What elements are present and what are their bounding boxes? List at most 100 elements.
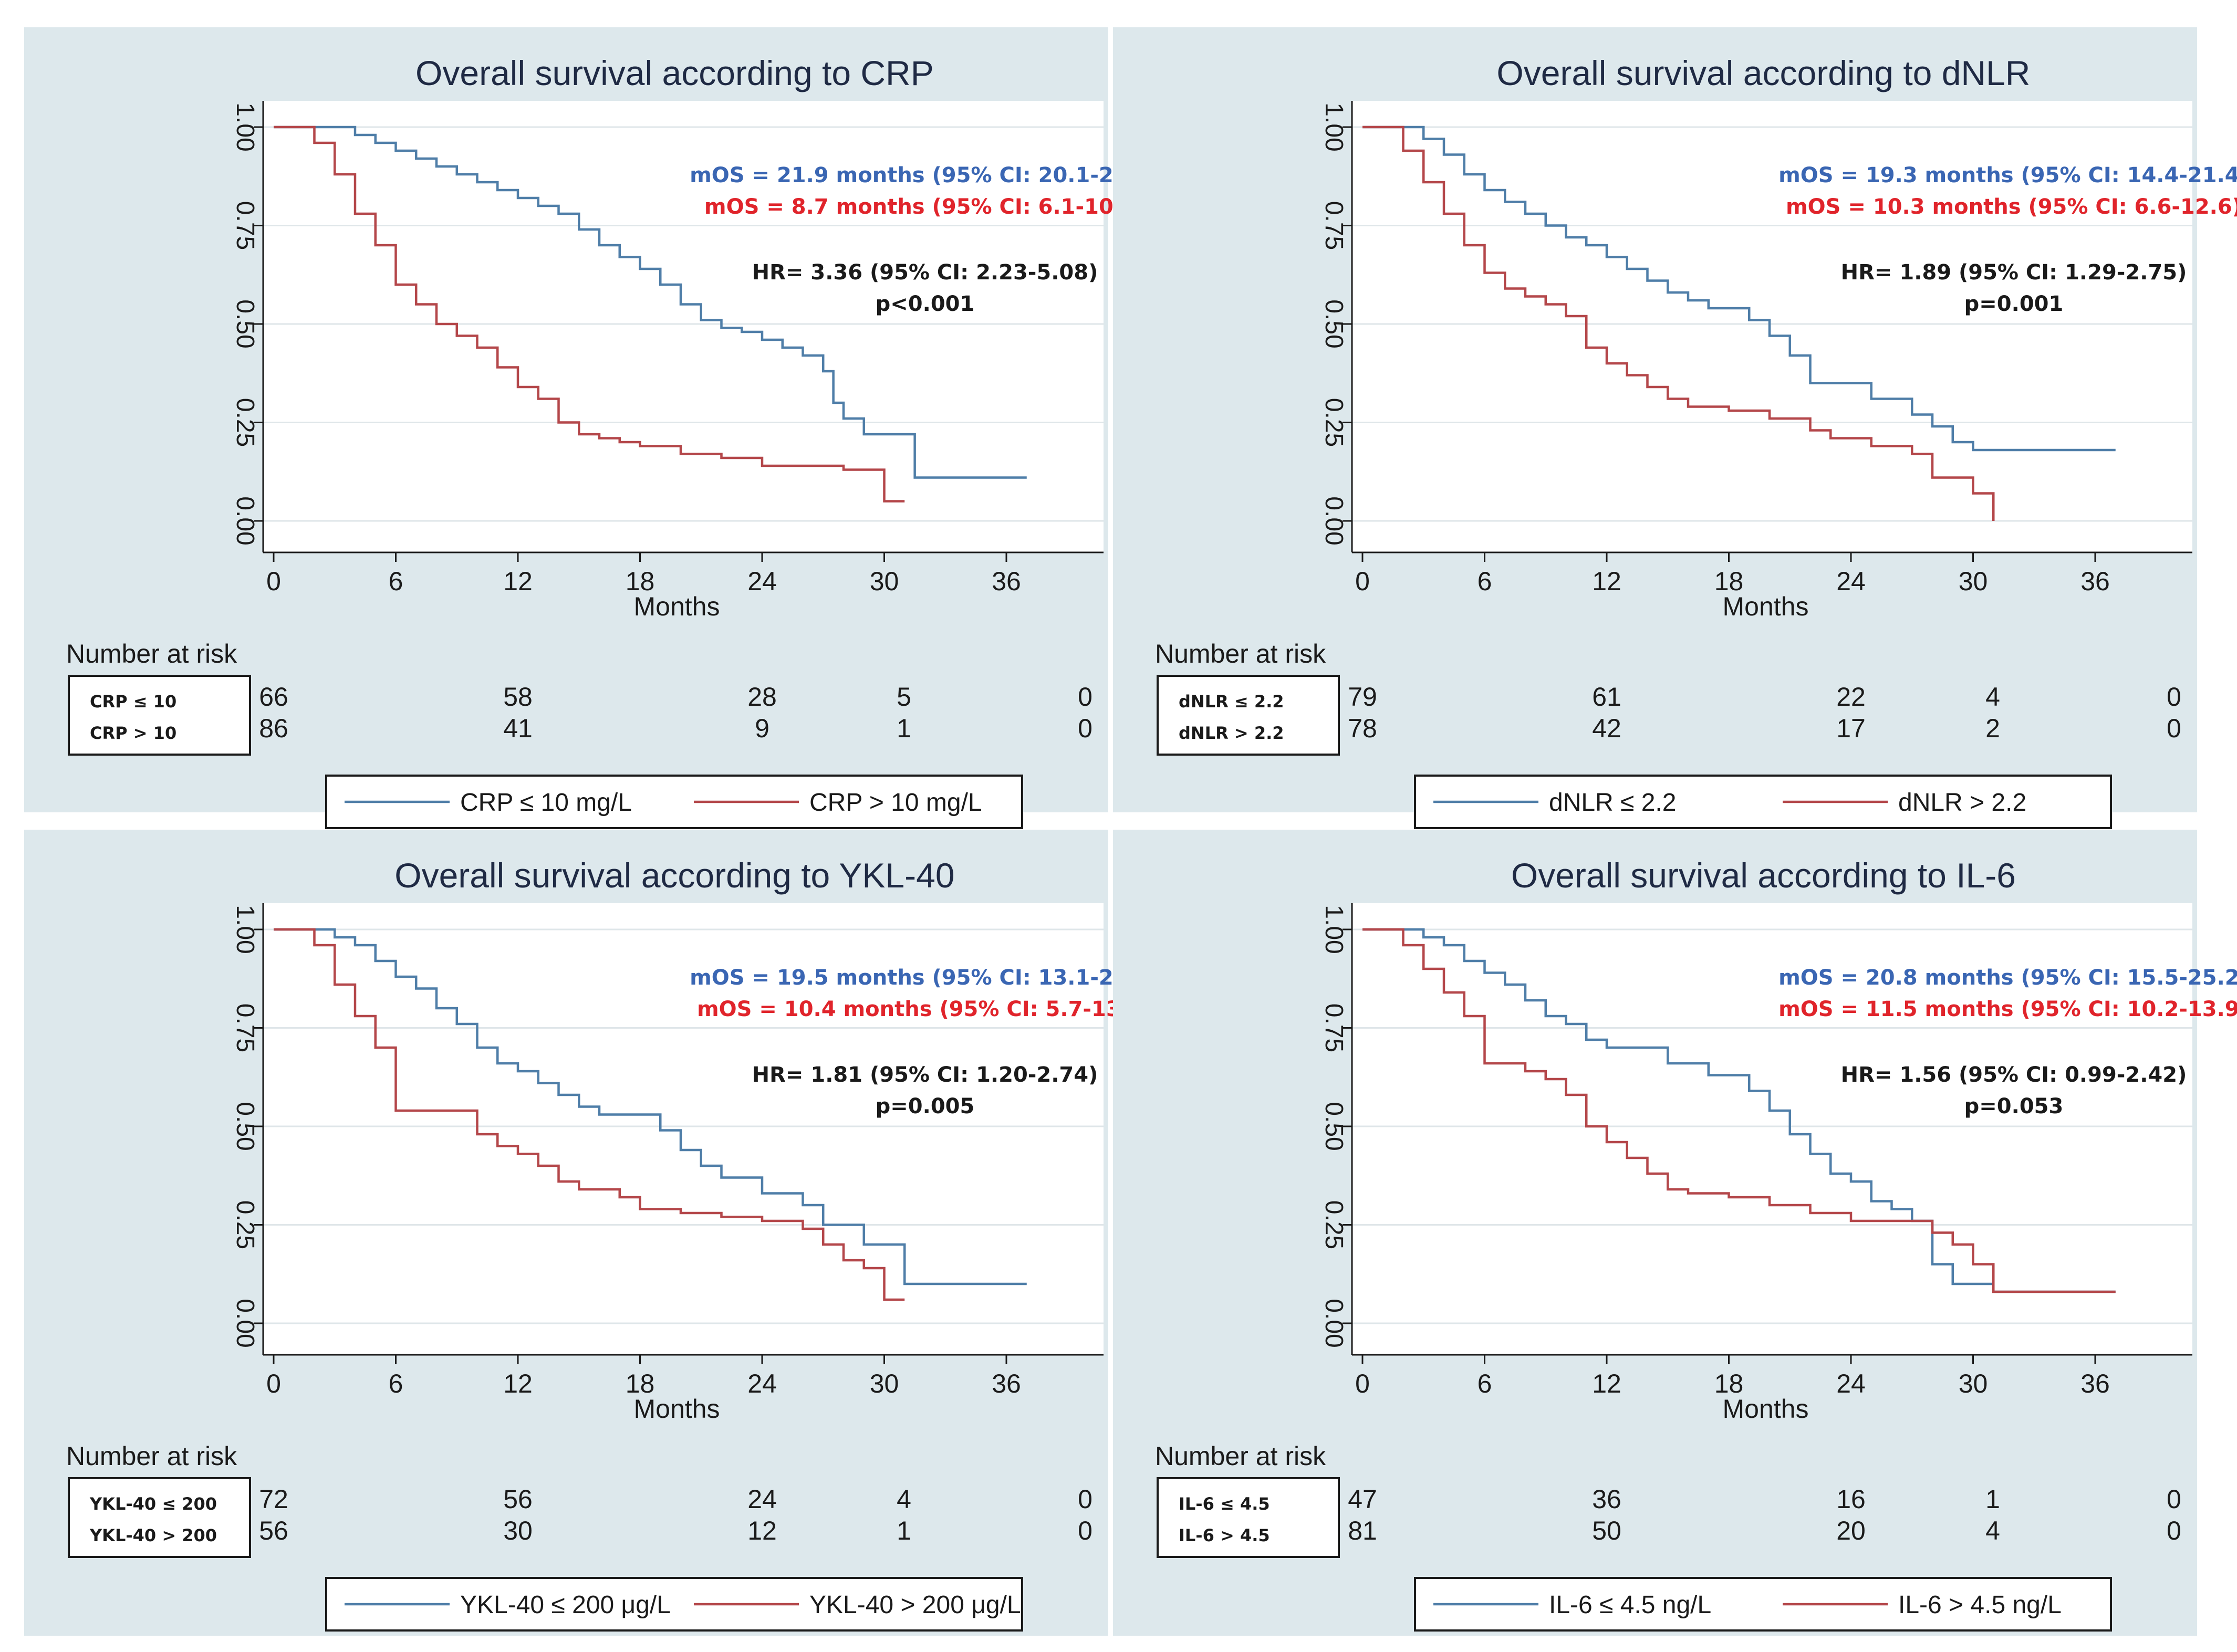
survival-curve-high <box>1362 928 2116 1293</box>
risk-count-low: 28 <box>747 682 777 712</box>
y-tick-label: 1.00 <box>1320 102 1348 151</box>
chart-panel-1: Overall survival according to CRP 0.00 0.2… <box>24 27 1160 829</box>
risk-count-high: 9 <box>755 714 769 743</box>
hazard-ratio-annotation: HR= 1.56 (95% CI: 0.99-2.42) <box>1841 1063 2187 1087</box>
legend-label-high: dNLR > 2.2 <box>1898 789 2026 817</box>
risk-count-low: 4 <box>897 1484 911 1514</box>
risk-count-high: 50 <box>1592 1516 1621 1545</box>
risk-label-low: CRP ≤ 10 <box>90 692 176 712</box>
risk-label-box <box>68 675 251 756</box>
y-tick-label: 0.00 <box>1320 496 1348 545</box>
risk-table-title: Number at risk <box>1155 639 1326 668</box>
survival-curve-high <box>274 126 905 503</box>
mos-high-annotation: mOS = 10.3 months (95% CI: 6.6-12.6) <box>1786 195 2237 219</box>
risk-label-high: IL-6 > 4.5 <box>1179 1525 1270 1545</box>
x-tick-label: 18 <box>626 567 655 596</box>
risk-count-high: 86 <box>259 714 288 743</box>
hazard-ratio-annotation: HR= 1.81 (95% CI: 1.20-2.74) <box>752 1063 1098 1087</box>
risk-count-low: 5 <box>897 682 911 712</box>
chart-title: Overall survival according to IL-6 <box>1511 856 2016 895</box>
legend-label-high: IL-6 > 4.5 ng/L <box>1898 1591 2062 1619</box>
risk-count-high: 56 <box>259 1516 288 1545</box>
y-tick-label: 0.00 <box>231 496 259 545</box>
x-tick-label: 12 <box>503 1369 533 1398</box>
x-tick-label: 0 <box>1355 567 1370 596</box>
mos-high-annotation: mOS = 10.4 months (95% CI: 5.7-13.9) <box>697 997 1153 1021</box>
mos-low-annotation: mOS = 19.5 months (95% CI: 13.1-21.9) <box>690 966 1160 990</box>
risk-count-low: 66 <box>259 682 288 712</box>
x-axis-label: Months <box>1723 1394 1809 1424</box>
y-tick-label: 0.75 <box>1320 201 1348 250</box>
x-tick-label: 6 <box>389 567 403 596</box>
risk-count-low: 4 <box>1985 682 2000 712</box>
risk-count-low: 0 <box>1078 1484 1093 1514</box>
legend-label-high: CRP > 10 mg/L <box>809 789 982 817</box>
plot-area <box>1352 903 2192 1355</box>
x-tick-label: 18 <box>626 1369 655 1398</box>
risk-label-box <box>1157 1477 1340 1558</box>
risk-count-low: 61 <box>1592 682 1621 712</box>
survival-curve-low <box>1362 126 2116 452</box>
x-tick-label: 18 <box>1714 567 1744 596</box>
risk-label-low: IL-6 ≤ 4.5 <box>1179 1494 1270 1514</box>
risk-count-high: 41 <box>503 714 533 743</box>
mos-high-annotation: mOS = 11.5 months (95% CI: 10.2-13.9) <box>1778 997 2237 1021</box>
chart-title: Overall survival according to YKL-40 <box>394 856 954 895</box>
mos-low-annotation: mOS = 21.9 months (95% CI: 20.1-27.4) <box>690 163 1160 187</box>
risk-count-low: 56 <box>503 1484 533 1514</box>
x-tick-label: 0 <box>266 1369 281 1398</box>
chart-panel-4: Overall survival according to IL-6 0.00 0.… <box>1113 830 2237 1636</box>
x-tick-label: 18 <box>1714 1369 1744 1398</box>
p-value-annotation: p=0.053 <box>1964 1094 2064 1118</box>
x-tick-label: 30 <box>1959 567 1988 596</box>
chart-title: Overall survival according to CRP <box>415 54 934 92</box>
x-tick-label: 30 <box>870 1369 899 1398</box>
risk-count-high: 12 <box>747 1516 777 1545</box>
risk-count-high: 17 <box>1836 714 1866 743</box>
mos-low-annotation: mOS = 19.3 months (95% CI: 14.4-21.4) <box>1778 163 2237 187</box>
x-tick-label: 12 <box>1592 1369 1621 1398</box>
x-tick-label: 12 <box>1592 567 1621 596</box>
y-tick-label: 0.75 <box>231 1003 259 1052</box>
risk-count-low: 0 <box>2167 1484 2181 1514</box>
risk-count-low: 0 <box>2167 682 2181 712</box>
risk-label-low: YKL-40 ≤ 200 <box>89 1494 217 1514</box>
risk-count-high: 1 <box>897 714 911 743</box>
mos-high-annotation: mOS = 8.7 months (95% CI: 6.1-10.6) <box>704 195 1146 219</box>
y-tick-label: 1.00 <box>231 905 259 954</box>
risk-count-high: 20 <box>1836 1516 1866 1545</box>
hazard-ratio-annotation: HR= 3.36 (95% CI: 2.23-5.08) <box>752 260 1098 285</box>
y-tick-label: 0.75 <box>231 201 259 250</box>
y-tick-label: 0.50 <box>231 299 259 348</box>
legend-label-low: dNLR ≤ 2.2 <box>1549 789 1676 817</box>
risk-table-title: Number at risk <box>1155 1441 1326 1471</box>
risk-label-box <box>68 1477 251 1558</box>
risk-count-high: 0 <box>2167 1516 2181 1545</box>
x-tick-label: 36 <box>992 567 1021 596</box>
x-tick-label: 6 <box>1478 1369 1492 1398</box>
risk-label-low: dNLR ≤ 2.2 <box>1179 692 1284 712</box>
y-tick-label: 0.25 <box>231 1200 259 1249</box>
y-tick-label: 0.25 <box>1320 1200 1348 1249</box>
chart-panel-3: Overall survival according to YKL-40 0.00… <box>24 830 1160 1636</box>
legend-label-high: YKL-40 > 200 μg/L <box>809 1591 1021 1619</box>
x-axis-label: Months <box>634 1394 720 1424</box>
x-tick-label: 6 <box>1478 567 1492 596</box>
risk-label-high: YKL-40 > 200 <box>89 1525 217 1545</box>
y-tick-label: 0.75 <box>1320 1003 1348 1052</box>
plot-area <box>1352 101 2192 552</box>
risk-count-low: 22 <box>1836 682 1866 712</box>
x-axis-label: Months <box>1723 592 1809 621</box>
risk-label-high: dNLR > 2.2 <box>1179 723 1284 743</box>
y-tick-label: 0.25 <box>1320 398 1348 447</box>
risk-count-high: 42 <box>1592 714 1621 743</box>
mos-low-annotation: mOS = 20.8 months (95% CI: 15.5-25.2) <box>1778 966 2237 990</box>
chart-title: Overall survival according to dNLR <box>1496 54 2030 92</box>
x-tick-label: 30 <box>870 567 899 596</box>
risk-count-high: 0 <box>1078 1516 1093 1545</box>
risk-table-title: Number at risk <box>66 1441 237 1471</box>
y-tick-label: 0.50 <box>1320 299 1348 348</box>
risk-count-low: 24 <box>747 1484 777 1514</box>
plot-area <box>263 903 1104 1355</box>
